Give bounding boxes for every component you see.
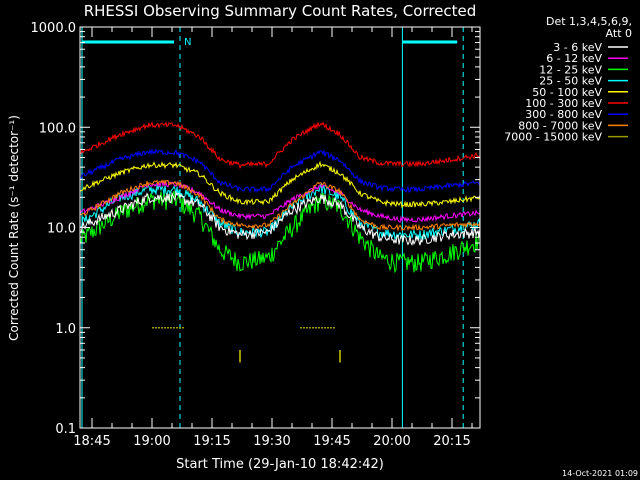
legend-header-1: Att 0 [606, 27, 632, 40]
series-line-1 [79, 180, 481, 224]
y-tick-label-2: 10.0 [47, 222, 76, 237]
x-tick-label-1: 19:00 [133, 434, 170, 449]
y-tick-label-4: 1000.0 [31, 21, 77, 36]
y-tick-label-3: 100.0 [39, 121, 76, 136]
y-tick-label-0: 0.1 [55, 422, 76, 437]
axes: 0.1 1.0 10.0 100.0 1000.0 18:45 19:00 19:15 19:3… [31, 21, 481, 449]
legend-label-0: 3 - 6 keV [553, 41, 602, 54]
x-tick-label-4: 19:45 [313, 434, 350, 449]
x-tick-label-0: 18:45 [73, 434, 110, 449]
x-tick-label-2: 19:15 [193, 434, 230, 449]
series-line-5 [79, 121, 481, 170]
x-tick-label-3: 19:30 [253, 434, 290, 449]
legend-label-6: 300 - 800 keV [525, 108, 602, 121]
series-line-4 [79, 160, 481, 209]
legend-label-7: 800 - 7000 keV [518, 119, 602, 132]
series-line-3 [79, 183, 481, 241]
x-axis-label: Start Time (29-Jan-10 18:42:42) [176, 457, 384, 472]
legend-label-8: 7000 - 15000 keV [504, 131, 602, 144]
plot-area: N [79, 27, 481, 428]
series-line-0 [79, 190, 481, 246]
region-bar-label-0: N [184, 37, 191, 48]
legend-label-3: 25 - 50 keV [539, 75, 602, 88]
x-tick-label-6: 20:15 [433, 434, 470, 449]
series-line-2 [79, 190, 481, 274]
legend-label-4: 50 - 100 keV [532, 86, 602, 99]
legend-label-5: 100 - 300 keV [525, 97, 602, 110]
x-tick-label-5: 20:00 [373, 434, 410, 449]
series-line-7 [79, 179, 481, 232]
legend-label-1: 6 - 12 keV [546, 52, 602, 65]
chart-title: RHESSI Observing Summary Count Rates, Co… [84, 2, 477, 20]
y-axis-label: Corrected Count Rate (s⁻¹ detector⁻¹) [7, 115, 21, 341]
legend-header-0: Det 1,3,4,5,6,9, [546, 15, 632, 28]
footer-timestamp: 14-Oct-2021 01:09 [562, 469, 638, 478]
series-line-6 [79, 147, 481, 194]
legend-label-2: 12 - 25 keV [539, 63, 602, 76]
y-tick-label-1: 1.0 [55, 322, 76, 337]
